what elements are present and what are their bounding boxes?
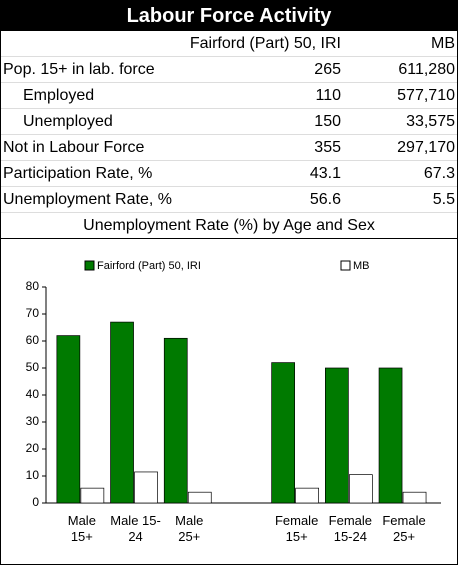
header-row: Fairford (Part) 50, IRI MB xyxy=(1,31,457,57)
y-tick-label: 80 xyxy=(26,279,40,293)
bar xyxy=(402,491,427,504)
cell: 110 xyxy=(259,82,343,109)
cell: 297,170 xyxy=(343,134,457,161)
bar xyxy=(110,321,134,504)
y-tick-label: 40 xyxy=(26,387,40,401)
table: Fairford (Part) 50, IRI MB Pop. 15+ in lab… xyxy=(1,31,457,213)
bar xyxy=(378,367,403,504)
title: Labour Force Activity xyxy=(1,1,457,31)
x-tick-label: Male 25+ xyxy=(175,513,204,544)
y-tick-label: 0 xyxy=(32,495,39,509)
bar xyxy=(163,337,188,504)
x-tick-label: Female 15-24 xyxy=(328,513,373,544)
y-tick-label: 70 xyxy=(26,306,40,320)
bar xyxy=(80,487,105,504)
header-cell: Fairford (Part) 50, IRI xyxy=(1,31,343,57)
y-tick-label: 50 xyxy=(26,360,40,374)
x-tick-label: Male 15-24 xyxy=(110,513,161,544)
x-tick-label: Female 15+ xyxy=(274,513,319,544)
chart-title: Unemployment Rate (%) by Age and Sex xyxy=(1,213,457,239)
bar xyxy=(325,367,349,504)
y-tick-label: 60 xyxy=(26,333,40,347)
legend-swatch xyxy=(340,260,351,271)
table-row: Pop. 15+ in lab. force 265 611,280 xyxy=(1,56,457,83)
cell: 33,575 xyxy=(343,108,457,135)
cell: 43.1 xyxy=(259,160,343,187)
bar xyxy=(187,491,212,504)
table-row: Participation Rate, % 43.1 67.3 xyxy=(1,160,457,187)
bar xyxy=(295,487,319,504)
cell: 611,280 xyxy=(343,56,457,83)
row-label: Employed xyxy=(1,82,259,109)
legend-swatch xyxy=(84,260,95,271)
row-label: Pop. 15+ in lab. force xyxy=(1,56,259,83)
cell: 265 xyxy=(259,56,343,83)
row-label: Participation Rate, % xyxy=(1,160,259,187)
bar xyxy=(271,362,295,504)
cell: 355 xyxy=(259,134,343,161)
bar xyxy=(349,474,373,504)
cell: 67.3 xyxy=(343,160,457,187)
header-cell: MB xyxy=(343,31,457,57)
bar xyxy=(56,335,81,504)
y-tick-label: 20 xyxy=(26,441,40,455)
table-row: Unemployed 150 33,575 xyxy=(1,108,457,135)
legend-label: MB xyxy=(353,260,370,272)
row-label: Not in Labour Force xyxy=(1,134,259,161)
cell: 5.5 xyxy=(343,186,457,213)
x-tick-label: Female 25+ xyxy=(382,513,426,544)
y-tick-label: 30 xyxy=(26,414,40,428)
row-label: Unemployed xyxy=(1,108,259,135)
cell: 56.6 xyxy=(259,186,343,213)
y-tick-label: 10 xyxy=(26,468,40,482)
legend-label: Fairford (Part) 50, IRI xyxy=(97,260,201,272)
cell: 150 xyxy=(259,108,343,135)
x-tick-label: Male 15+ xyxy=(67,513,96,544)
bar xyxy=(134,471,158,504)
row-label: Unemployment Rate, % xyxy=(1,186,259,213)
cell: 577,710 xyxy=(343,82,457,109)
table-row: Unemployment Rate, % 56.6 5.5 xyxy=(1,186,457,213)
table-row: Employed 110 577,710 xyxy=(1,82,457,109)
table-row: Not in Labour Force 355 297,170 xyxy=(1,134,457,161)
chart: 0 10 20 30 40 50 60 70 80 Fairford (Part) 50, IRI… xyxy=(26,260,441,509)
